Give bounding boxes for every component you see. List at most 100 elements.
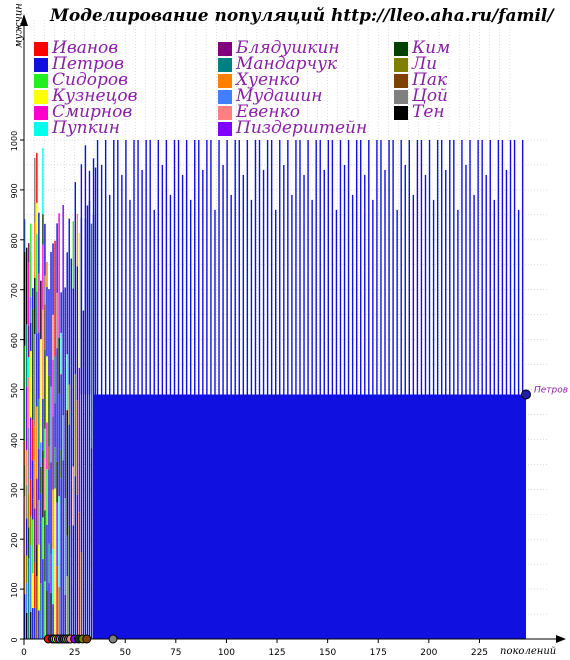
legend-label: Мандарчук bbox=[236, 54, 338, 74]
bar-segment bbox=[66, 576, 68, 639]
x-tick-label: 125 bbox=[268, 648, 285, 658]
legend-swatch bbox=[218, 106, 232, 120]
bar-segment bbox=[62, 289, 64, 416]
x-tick-label: 150 bbox=[319, 648, 336, 658]
bar bbox=[234, 140, 236, 395]
bar-segment bbox=[50, 251, 52, 277]
legend-swatch bbox=[34, 74, 48, 88]
bar bbox=[262, 169, 265, 395]
x-tick-label: 100 bbox=[218, 648, 235, 658]
bar-segment bbox=[50, 386, 52, 463]
bar-segment bbox=[38, 212, 40, 274]
bar-segment bbox=[44, 275, 46, 305]
bar bbox=[125, 140, 127, 395]
bar-segment bbox=[28, 597, 30, 639]
bar-segment bbox=[30, 351, 32, 418]
bar-segment bbox=[82, 549, 85, 639]
bar-segment bbox=[32, 308, 34, 376]
bar bbox=[364, 174, 366, 395]
bar-segment bbox=[26, 484, 28, 519]
bar-segment bbox=[38, 448, 40, 501]
bar-segment bbox=[28, 558, 30, 598]
bar-segment bbox=[32, 419, 34, 461]
bar-segment bbox=[34, 334, 36, 393]
legend-swatch bbox=[218, 74, 232, 88]
bar bbox=[250, 199, 253, 395]
bar-segment bbox=[78, 512, 81, 639]
end-point-label: Петров bbox=[534, 385, 568, 395]
bar-segment bbox=[58, 448, 60, 497]
bar bbox=[279, 140, 281, 395]
bar-segment bbox=[30, 417, 32, 480]
bar-segment bbox=[56, 566, 58, 639]
bar-segment bbox=[34, 607, 36, 639]
bar-segment bbox=[78, 232, 81, 368]
bar-segment bbox=[26, 583, 28, 613]
bar-segment bbox=[28, 427, 30, 495]
y-tick-label: 500 bbox=[10, 383, 19, 398]
legend-label: Пиздерштейн bbox=[236, 118, 368, 138]
bar-segment bbox=[28, 494, 30, 528]
bar-segment bbox=[48, 314, 50, 376]
legend-swatch bbox=[34, 42, 48, 56]
bar-segment bbox=[24, 251, 26, 284]
bar-segment bbox=[72, 525, 74, 639]
bar bbox=[445, 169, 447, 395]
x-tick-label: 225 bbox=[471, 648, 488, 658]
bar bbox=[153, 209, 155, 395]
bar bbox=[339, 140, 342, 395]
bar-segment bbox=[60, 374, 62, 450]
bar-segment bbox=[56, 223, 58, 293]
bar-segment bbox=[56, 348, 58, 462]
x-tick-label: 175 bbox=[370, 648, 387, 658]
bar-segment bbox=[34, 157, 36, 223]
bar-segment bbox=[34, 392, 36, 427]
y-tick-label: 100 bbox=[10, 582, 19, 597]
legend-label: Пупкин bbox=[52, 118, 120, 138]
legend-label: Петров bbox=[52, 54, 125, 74]
bar-segment bbox=[30, 296, 32, 323]
bar-segment bbox=[30, 322, 32, 352]
legend-label: Блядушкин bbox=[236, 38, 340, 58]
bar bbox=[295, 140, 297, 395]
bar bbox=[351, 194, 354, 395]
bar-segment bbox=[60, 333, 62, 375]
legend-label: Хуенко bbox=[236, 70, 300, 90]
bar bbox=[497, 140, 500, 395]
bar bbox=[177, 140, 180, 395]
bar-segment bbox=[44, 458, 46, 511]
bar-segment bbox=[30, 223, 32, 297]
bar-segment bbox=[70, 480, 72, 559]
population-area bbox=[92, 394, 527, 639]
legend-label: Ким bbox=[412, 38, 451, 58]
bar bbox=[380, 140, 382, 395]
bar-segment bbox=[74, 374, 77, 477]
x-axis-arrow bbox=[556, 635, 566, 643]
bar-segment bbox=[36, 544, 38, 577]
y-tick-label: 600 bbox=[10, 333, 19, 348]
legend-swatch bbox=[218, 122, 232, 136]
bar bbox=[287, 140, 289, 395]
bar-segment bbox=[26, 518, 28, 556]
bar-segment bbox=[68, 524, 70, 639]
bar-segment bbox=[68, 424, 70, 525]
bar-segment bbox=[90, 448, 93, 639]
bar-segment bbox=[64, 287, 66, 359]
bar-segment bbox=[38, 610, 40, 639]
bar bbox=[505, 169, 508, 395]
bar-segment bbox=[40, 396, 42, 443]
bar-segment bbox=[58, 496, 60, 587]
legend: Иванов Петров Сидоров Кузнецов Смирнов Пупкин… bbox=[34, 38, 484, 140]
bar-segment bbox=[32, 375, 34, 420]
bar bbox=[113, 140, 115, 395]
bar-segment bbox=[34, 562, 36, 608]
bar-segment bbox=[26, 386, 28, 451]
bar bbox=[222, 164, 224, 395]
bar bbox=[161, 164, 164, 395]
bar-segment bbox=[30, 479, 32, 517]
bar-segment bbox=[54, 447, 56, 489]
bar-segment bbox=[42, 148, 44, 215]
bar-segment bbox=[32, 288, 34, 309]
y-tick-label: 1000 bbox=[10, 131, 19, 151]
